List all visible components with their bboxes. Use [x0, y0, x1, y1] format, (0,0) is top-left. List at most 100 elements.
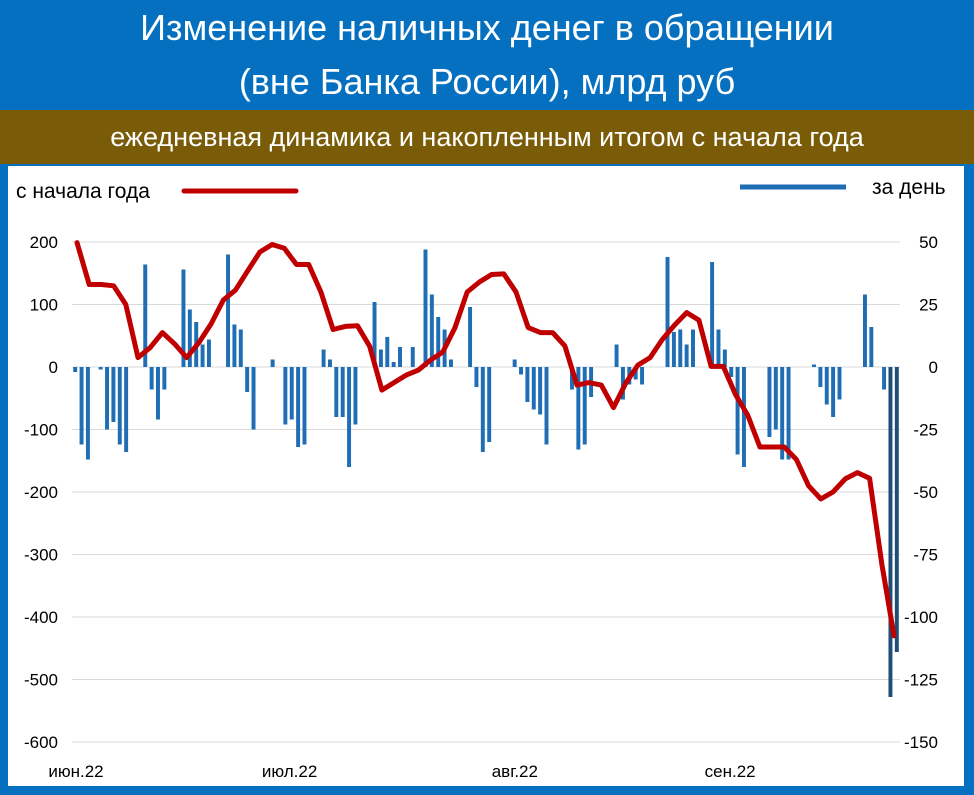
chart-svg: 200 100 0 -100 -200 -300 -400 -500 -600 50 25 0 -25 -…	[24, 184, 938, 781]
bar	[73, 367, 78, 372]
bar	[525, 367, 530, 402]
bar	[837, 367, 842, 400]
right-axis-tick-label: 50	[919, 233, 938, 252]
bar	[480, 367, 485, 452]
legend-label-daily: за день	[872, 176, 946, 199]
right-axis-tick-label: 0	[929, 358, 938, 377]
bar	[270, 359, 275, 367]
bar	[812, 364, 816, 367]
bar	[640, 367, 645, 385]
bar	[448, 359, 453, 367]
bar	[691, 329, 695, 367]
bar	[187, 309, 192, 367]
bar	[124, 367, 129, 452]
bar	[735, 367, 740, 455]
left-axis-tick-label: 200	[30, 233, 58, 252]
bar	[238, 329, 243, 367]
bar	[79, 367, 84, 445]
bar	[181, 269, 186, 367]
left-axis-tick-label: -100	[24, 421, 58, 440]
bar	[226, 254, 231, 367]
bar	[85, 367, 90, 460]
bar	[232, 324, 237, 367]
bar	[722, 349, 727, 367]
bar	[423, 249, 428, 367]
left-axis-tick-label: -200	[24, 483, 58, 502]
bar	[117, 367, 122, 445]
bar	[633, 367, 638, 380]
daily-bars	[73, 249, 899, 697]
bar	[576, 367, 581, 450]
bar	[429, 294, 434, 367]
bar	[340, 367, 345, 417]
bar	[105, 367, 110, 430]
x-axis-tick-label: авг.22	[492, 762, 538, 781]
x-axis-tick-label: июн.22	[48, 762, 103, 781]
bar	[710, 262, 715, 367]
subtitle-band: ежедневная динамика и накопленным итогом…	[0, 110, 974, 164]
right-axis-tick-label: -150	[904, 733, 938, 752]
bar	[538, 367, 543, 415]
bar	[347, 367, 352, 467]
bar	[302, 367, 307, 445]
left-axis-tick-label: -300	[24, 546, 58, 565]
bar	[824, 367, 829, 405]
right-axis-tick-label: -75	[913, 546, 938, 565]
bar	[531, 367, 536, 410]
bar	[869, 327, 874, 367]
bar	[519, 367, 524, 375]
bar	[436, 317, 441, 367]
bar	[289, 367, 294, 420]
bar	[882, 367, 887, 390]
bar	[831, 367, 836, 417]
bar	[741, 367, 746, 467]
bar	[162, 367, 167, 390]
x-axis-tick-label: сен.22	[705, 762, 756, 781]
title-line-2: (вне Банка России), млрд руб	[238, 61, 736, 102]
bar	[582, 367, 587, 445]
right-axis-tick-label: 25	[919, 296, 938, 315]
bar	[773, 367, 778, 430]
bar	[468, 307, 473, 367]
bar	[665, 257, 670, 367]
bar	[512, 359, 517, 367]
right-axis-tick-label: -100	[904, 608, 938, 627]
bar	[391, 362, 396, 367]
bar	[570, 367, 574, 390]
bar	[780, 367, 785, 460]
bar	[251, 367, 256, 430]
bar	[678, 329, 683, 367]
bar	[544, 367, 549, 445]
bar	[149, 367, 154, 390]
bar	[716, 329, 721, 367]
cumulative-line-layer	[74, 240, 897, 639]
bar	[786, 367, 791, 460]
left-axis-tick-label: -500	[24, 671, 58, 690]
x-axis-tick-label: июл.22	[262, 762, 317, 781]
bar	[143, 264, 148, 367]
bar	[474, 367, 479, 387]
bar	[385, 337, 390, 367]
plot-panel: с начала года за день 200 100 0 -100 -200 -30…	[8, 166, 964, 786]
bar	[378, 349, 383, 367]
right-axis-tick-label: -25	[913, 421, 938, 440]
bar	[767, 367, 772, 437]
legend	[181, 184, 846, 194]
bar	[729, 367, 734, 377]
bar	[245, 367, 250, 392]
title-line-1: Изменение наличных денег в обращении	[140, 7, 834, 48]
cumulative-line	[74, 240, 897, 639]
bar	[206, 339, 211, 367]
bar	[200, 344, 205, 367]
bar	[684, 344, 689, 367]
right-axis-tick-label: -125	[904, 671, 938, 690]
bar	[327, 359, 332, 367]
bar	[296, 367, 301, 447]
bar	[353, 367, 358, 425]
bar	[818, 367, 823, 387]
bar	[888, 367, 893, 697]
right-axis-tick-label: -50	[913, 483, 938, 502]
chart-subtitle: ежедневная динамика и накопленным итогом…	[110, 122, 864, 152]
left-axis-tick-label: -600	[24, 733, 58, 752]
